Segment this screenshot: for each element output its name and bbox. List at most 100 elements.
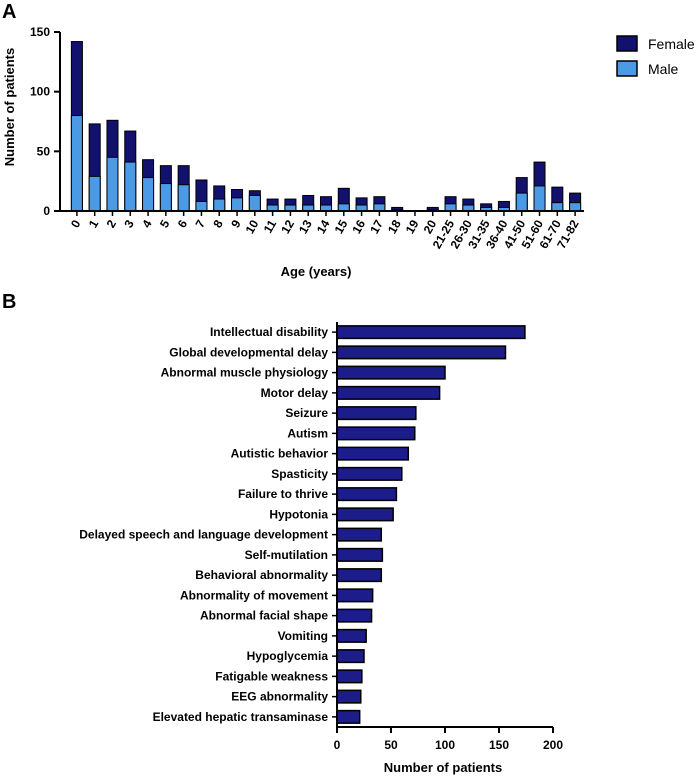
bar-male xyxy=(248,194,261,212)
panel-a-x-tick-label: 13 xyxy=(296,217,315,236)
bar-delayed-speech-and-language-development xyxy=(336,527,383,542)
panel-b-category-label: Motor delay xyxy=(261,386,329,400)
bar-hypoglycemia xyxy=(336,649,365,664)
legend-swatch-female xyxy=(616,35,638,52)
bar-male xyxy=(515,192,528,212)
panel-a-y-tick-label: 100 xyxy=(30,85,50,99)
panel-b-category-label: Abnormal facial shape xyxy=(200,609,328,623)
panel-b-category-label: Abnormality of movement xyxy=(180,588,328,602)
panel-a-legend: Female Male xyxy=(616,35,695,77)
panel-a-x-tick-label: 0 xyxy=(68,217,84,230)
panel-b-category-label: EEG abnormality xyxy=(231,690,328,704)
panel-a-x-axis-title: Age (years) xyxy=(281,264,352,279)
panel-b-x-tick-label: 50 xyxy=(384,738,398,752)
bar-male xyxy=(533,185,546,212)
panel-b-category-label: Autism xyxy=(287,426,328,440)
panel-b-x-tick-label: 150 xyxy=(489,738,509,752)
bar-male xyxy=(569,202,582,212)
panel-a-x-tick-label: 5 xyxy=(157,217,173,230)
panel-a-x-tick-label: 18 xyxy=(385,217,404,236)
panel-b-x-axis-title: Number of patients xyxy=(384,760,502,775)
bar-vomiting xyxy=(336,628,367,643)
panel-a-y-axis-title: Number of patients xyxy=(2,48,17,166)
bar-global-developmental-delay xyxy=(336,345,507,360)
panel-a-bars xyxy=(70,41,582,212)
bar-male xyxy=(88,175,101,212)
bar-male xyxy=(444,203,457,212)
panel-b-category-label: Hypoglycemia xyxy=(247,649,329,663)
panel-a-x-tick-label: 1 xyxy=(86,217,102,230)
panel-b: B Intellectual disability Global developm… xyxy=(2,291,563,775)
panel-b-axes: Intellectual disability Global developmen… xyxy=(79,322,563,752)
panel-a-x-axis: 0 1 2 3 4 5 6 7 8 910 1112131415161718192021-2526-… xyxy=(60,210,584,251)
panel-b-x-tick-label: 0 xyxy=(334,738,341,752)
bar-failure-to-thrive xyxy=(336,487,398,502)
panel-label-a: A xyxy=(2,1,16,23)
panel-b-category-label: Fatigable weakness xyxy=(215,669,328,683)
panel-b-category-label: Hypotonia xyxy=(269,507,328,521)
bar-autism xyxy=(336,426,416,441)
bar-abnormality-of-movement xyxy=(336,588,374,603)
bar-male xyxy=(70,115,83,212)
panel-a-x-tick-label: 10 xyxy=(243,217,262,236)
bar-autistic-behavior xyxy=(336,446,410,461)
bar-male xyxy=(337,203,350,212)
panel-b-x-tick-label: 200 xyxy=(543,738,563,752)
panel-a-x-tick-label: 12 xyxy=(278,217,297,236)
panel-b-bars xyxy=(336,325,526,724)
bar-hypotonia xyxy=(336,507,394,522)
bar-elevated-hepatic-transaminase xyxy=(336,709,361,724)
panel-a-x-tick-label: 20 xyxy=(421,217,440,236)
panel-a-x-tick-label: 16 xyxy=(349,217,368,236)
panel-b-category-label: Spasticity xyxy=(271,467,328,481)
panel-b-category-label: Behavioral abnormality xyxy=(195,568,328,582)
panel-b-category-label: Self-mutilation xyxy=(245,548,328,562)
panel-a-x-tick-label: 14 xyxy=(314,217,333,236)
legend-label-male: Male xyxy=(648,61,679,77)
panel-a-x-tick-label: 11 xyxy=(261,217,280,235)
panel-a-y-tick-label: 0 xyxy=(43,204,50,218)
panel-b-category-label: Elevated hepatic transaminase xyxy=(153,710,329,724)
bar-eeg-abnormality xyxy=(336,689,362,704)
bar-male xyxy=(159,183,172,212)
bar-fatigable-weakness xyxy=(336,669,363,684)
bar-male xyxy=(106,156,119,212)
panel-b-category-label: Abnormal muscle physiology xyxy=(161,366,329,380)
legend-label-female: Female xyxy=(648,36,695,52)
bar-male xyxy=(551,202,564,212)
panel-b-x-tick-label: 100 xyxy=(435,738,455,752)
bar-abnormal-facial-shape xyxy=(336,608,373,623)
panel-b-category-label: Failure to thrive xyxy=(238,487,328,501)
panel-a-x-tick-label: 9 xyxy=(228,217,244,230)
bar-male xyxy=(195,200,208,212)
panel-a-x-tick-label: 6 xyxy=(175,217,191,230)
panel-a-x-tick-label: 3 xyxy=(121,217,137,230)
panel-b-category-label: Vomiting xyxy=(278,629,328,643)
bar-behavioral-abnormality xyxy=(336,568,383,583)
bar-spasticity xyxy=(336,466,403,481)
bar-seizure xyxy=(336,406,417,421)
panel-a-x-tick-label: 17 xyxy=(367,217,386,236)
bar-male xyxy=(142,177,155,212)
legend-swatch-male xyxy=(616,60,638,77)
bar-male xyxy=(177,184,190,212)
panel-a-x-tick-label: 15 xyxy=(332,217,351,236)
panel-a: A Number of patients Age (years) 0501001… xyxy=(2,1,695,279)
panel-a-x-tick-label: 2 xyxy=(104,217,120,230)
bar-male xyxy=(373,203,386,212)
panel-a-x-tick-label: 8 xyxy=(210,217,226,230)
panel-a-y-tick-label: 150 xyxy=(30,25,50,39)
panel-b-category-label: Autistic behavior xyxy=(231,447,329,461)
bar-self-mutilation xyxy=(336,547,384,562)
panel-b-category-label: Delayed speech and language development xyxy=(79,528,328,542)
panel-b-category-label: Intellectual disability xyxy=(210,325,328,339)
panel-label-b: B xyxy=(2,291,16,313)
bar-abnormal-muscle-physiology xyxy=(336,365,446,380)
panel-a-x-tick-label: 7 xyxy=(193,217,209,230)
panel-a-y-tick-label: 50 xyxy=(37,144,51,158)
bar-male xyxy=(231,197,244,212)
bar-male xyxy=(124,161,137,212)
bar-male xyxy=(213,198,226,212)
panel-a-x-tick-label: 4 xyxy=(139,217,155,230)
